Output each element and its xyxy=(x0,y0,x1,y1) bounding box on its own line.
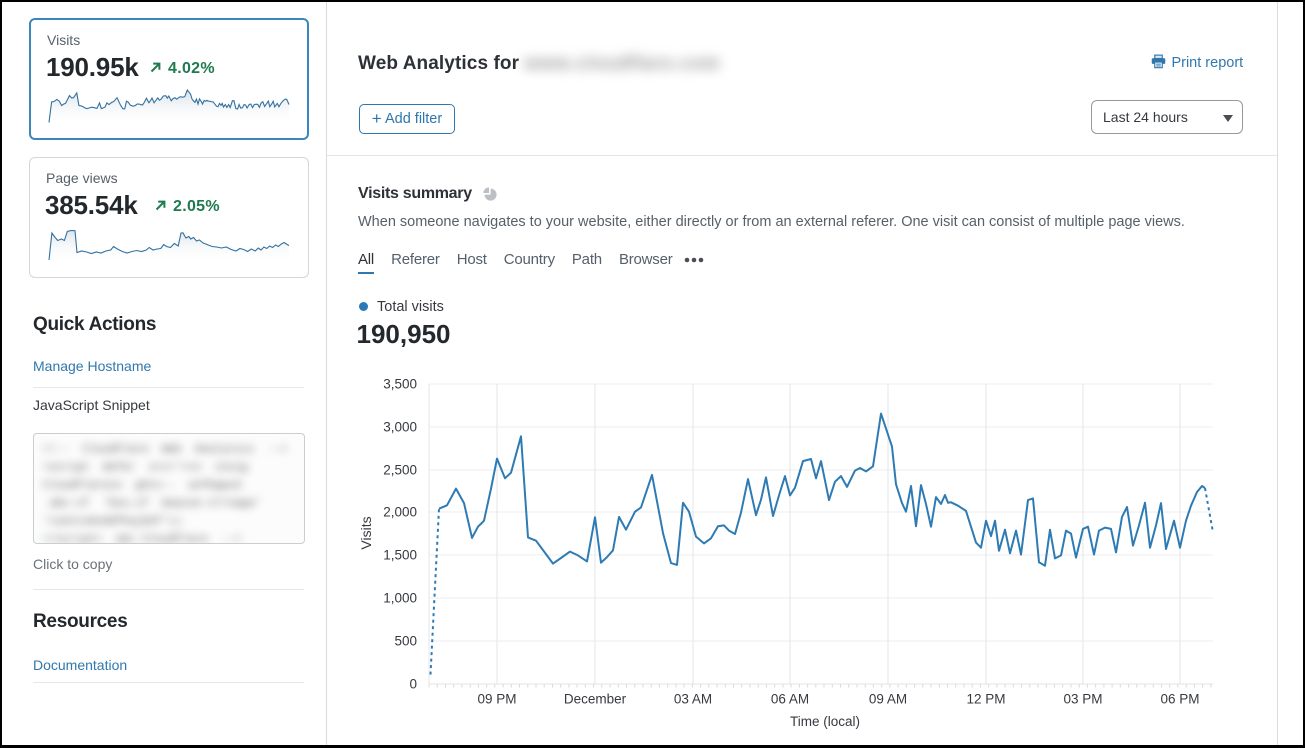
svg-text:2,500: 2,500 xyxy=(383,463,417,478)
svg-text:2,000: 2,000 xyxy=(383,505,417,520)
svg-text:1,500: 1,500 xyxy=(383,548,417,563)
svg-text:Time (local): Time (local) xyxy=(790,714,860,729)
svg-text:09 AM: 09 AM xyxy=(869,692,907,707)
svg-text:3,000: 3,000 xyxy=(383,420,417,435)
svg-text:03 PM: 03 PM xyxy=(1063,692,1102,707)
svg-text:0: 0 xyxy=(409,677,417,692)
svg-text:Visits: Visits xyxy=(358,516,374,549)
svg-text:1,000: 1,000 xyxy=(383,591,417,606)
svg-text:500: 500 xyxy=(394,634,417,649)
svg-text:3,500: 3,500 xyxy=(383,377,417,392)
svg-text:09 PM: 09 PM xyxy=(477,692,516,707)
svg-text:06 AM: 06 AM xyxy=(771,692,809,707)
svg-text:12 PM: 12 PM xyxy=(966,692,1005,707)
svg-text:December: December xyxy=(564,692,627,707)
svg-text:06 PM: 06 PM xyxy=(1160,692,1199,707)
svg-text:03 AM: 03 AM xyxy=(674,692,712,707)
